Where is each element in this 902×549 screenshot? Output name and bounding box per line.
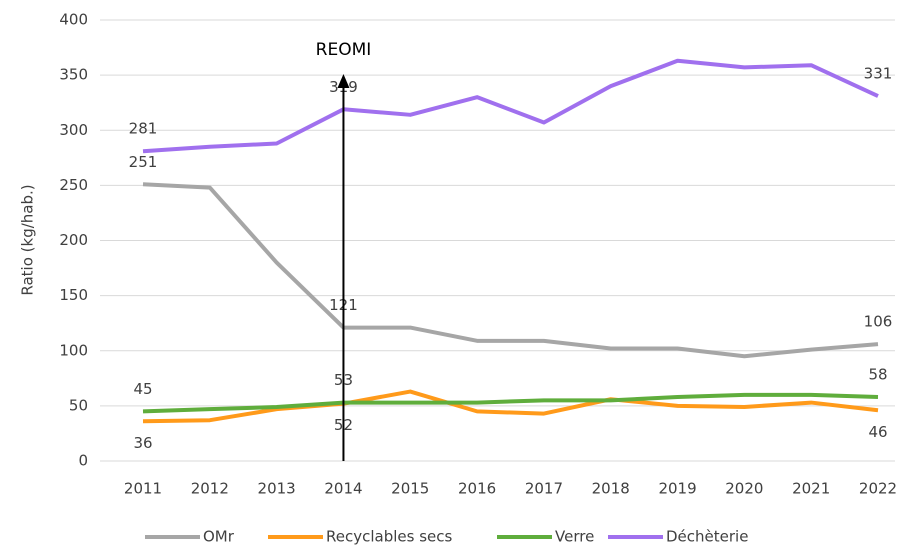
legend-label: OMr	[203, 528, 235, 546]
data-label: 46	[868, 423, 887, 441]
x-tick-label: 2015	[391, 480, 429, 498]
x-tick-label: 2022	[859, 480, 897, 498]
y-tick-label: 200	[59, 231, 88, 249]
annotation-arrowhead	[337, 74, 350, 88]
x-tick-label: 2020	[725, 480, 763, 498]
y-axis-label: Ratio (kg/hab.)	[19, 184, 37, 295]
series-line	[142, 58, 879, 154]
x-tick-label: 2017	[525, 480, 563, 498]
x-tick-label: 2018	[592, 480, 630, 498]
x-tick-label: 2019	[658, 480, 696, 498]
x-tick-label: 2016	[458, 480, 496, 498]
legend-label: Déchèterie	[666, 528, 748, 546]
y-tick-label: 0	[78, 452, 88, 470]
series-line	[142, 182, 879, 359]
data-label: 45	[133, 380, 152, 398]
data-label: 251	[129, 153, 158, 171]
data-label: 281	[129, 120, 158, 138]
series-line	[142, 392, 879, 414]
y-tick-label: 250	[59, 176, 88, 194]
x-tick-label: 2014	[324, 480, 362, 498]
x-tick-label: 2021	[792, 480, 830, 498]
y-tick-label: 50	[69, 396, 88, 414]
data-label: 331	[864, 65, 893, 83]
y-tick-label: 350	[59, 66, 88, 84]
annotation-text: REOMI	[316, 40, 372, 60]
y-tick-label: 400	[59, 11, 88, 29]
data-label: 106	[864, 313, 893, 331]
legend-label: Verre	[555, 528, 594, 546]
series-line	[142, 389, 879, 424]
data-label: 36	[133, 434, 152, 452]
y-tick-label: 100	[59, 341, 88, 359]
y-tick-label: 300	[59, 121, 88, 139]
data-label: 58	[868, 366, 887, 384]
x-tick-label: 2012	[191, 480, 229, 498]
legend-label: Recyclables secs	[326, 528, 452, 546]
x-tick-label: 2011	[124, 480, 162, 498]
x-tick-label: 2013	[258, 480, 296, 498]
y-tick-label: 150	[59, 286, 88, 304]
